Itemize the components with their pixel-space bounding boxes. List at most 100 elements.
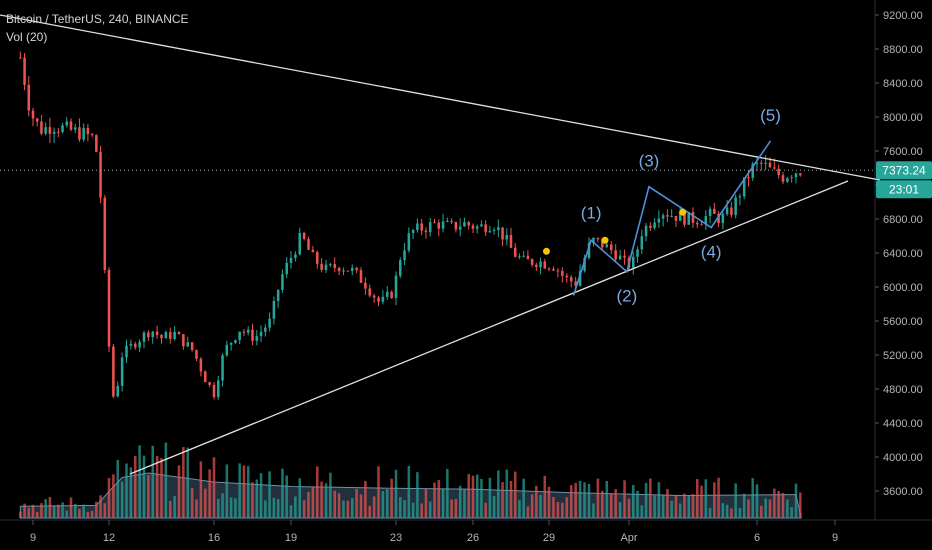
volume-bar	[242, 465, 246, 518]
volume-bar	[484, 502, 487, 518]
time-tick-label: 9	[30, 532, 36, 544]
candle-body	[129, 343, 133, 346]
volume-bar	[781, 492, 785, 518]
volume-bar	[264, 500, 267, 518]
candle-body	[294, 254, 297, 258]
candle-body	[480, 224, 483, 227]
candle-body	[390, 291, 393, 298]
volume-indicator-label[interactable]: Vol (20)	[6, 30, 48, 44]
volume-bar	[394, 469, 398, 518]
candle-body	[790, 177, 793, 179]
candle-body	[116, 385, 120, 397]
candle-body	[614, 250, 617, 260]
volume-bar	[614, 489, 617, 518]
candle-body	[592, 237, 595, 243]
price-tick-label: 8000.00	[883, 112, 923, 124]
candle-body	[713, 208, 716, 214]
candle-body	[212, 384, 216, 398]
volume-bar	[168, 500, 172, 518]
candle-body	[657, 218, 661, 223]
volume-bar	[342, 500, 345, 518]
candle-body	[781, 175, 785, 182]
candle-body	[543, 261, 547, 269]
candle-body	[407, 233, 411, 251]
volume-bar	[661, 495, 665, 518]
time-tick-label: 16	[208, 532, 220, 544]
candle-body	[272, 301, 276, 319]
candle-body	[433, 222, 436, 224]
candle-body	[760, 162, 763, 164]
candle-body	[661, 215, 665, 219]
candle-body	[217, 380, 220, 398]
volume-bar	[420, 503, 423, 518]
volume-bar	[433, 482, 436, 518]
volume-bar	[208, 469, 211, 518]
volume-bar	[212, 457, 216, 518]
volume-bar	[454, 498, 458, 518]
candle-body	[454, 221, 458, 230]
volume-bar	[95, 501, 98, 518]
candle-body	[574, 281, 577, 286]
candle-body	[35, 118, 39, 122]
volume-bar	[799, 492, 802, 518]
price-axis[interactable]	[875, 0, 932, 550]
volume-bar	[142, 455, 146, 518]
volume-bar	[65, 510, 69, 518]
wave-label: (1)	[581, 203, 602, 222]
candle-body	[394, 275, 398, 298]
price-tick-label: 8400.00	[883, 78, 923, 90]
volume-bar	[522, 478, 525, 518]
candle-body	[281, 274, 284, 290]
last-price-value: 7373.24	[882, 163, 926, 177]
candle-body	[355, 267, 358, 271]
candle-body	[377, 297, 380, 302]
ascending-trendline[interactable]	[129, 180, 849, 475]
volume-bar	[411, 502, 415, 518]
volume-bar	[530, 494, 534, 518]
volume-bar	[657, 482, 661, 518]
volume-bar	[666, 488, 669, 518]
elliott-wave-path[interactable]	[572, 140, 772, 296]
candle-body	[751, 163, 754, 178]
volume-bar	[276, 499, 280, 518]
candle-body	[691, 212, 695, 223]
descending-trendline[interactable]	[0, 14, 881, 181]
candle-body	[596, 237, 600, 240]
volume-bar	[463, 489, 466, 518]
volume-bar	[605, 480, 609, 518]
volume-bar	[234, 498, 237, 518]
price-tick-label: 3600.00	[883, 486, 923, 498]
candle-body	[609, 244, 613, 251]
candle-body	[160, 334, 163, 339]
price-tick-label: 8800.00	[883, 44, 923, 56]
candle-body	[44, 127, 47, 134]
volume-bar	[738, 508, 742, 518]
candle-body	[251, 329, 254, 341]
candle-body	[768, 162, 772, 168]
volume-bar	[272, 497, 276, 518]
volume-bar	[31, 504, 35, 518]
price-tick-label: 4000.00	[883, 452, 923, 464]
candle-body	[311, 249, 315, 253]
volume-bar	[592, 503, 595, 518]
volume-bar	[259, 473, 263, 518]
volume-bar	[251, 482, 254, 518]
candle-body	[569, 277, 573, 282]
candle-body	[23, 57, 26, 85]
candle-body	[583, 258, 586, 271]
candle-body	[259, 331, 263, 337]
volume-bar	[700, 485, 703, 518]
candle-body	[199, 358, 203, 372]
price-tick-label: 7600.00	[883, 146, 923, 158]
candle-body	[350, 267, 354, 272]
candle-body	[441, 221, 445, 229]
candle-body	[501, 227, 504, 240]
volume-bar	[229, 497, 233, 518]
candle-body	[492, 229, 496, 232]
volume-bar	[742, 493, 746, 518]
volume-bar	[125, 463, 128, 518]
candle-body	[86, 127, 90, 135]
volume-bar	[355, 488, 358, 518]
